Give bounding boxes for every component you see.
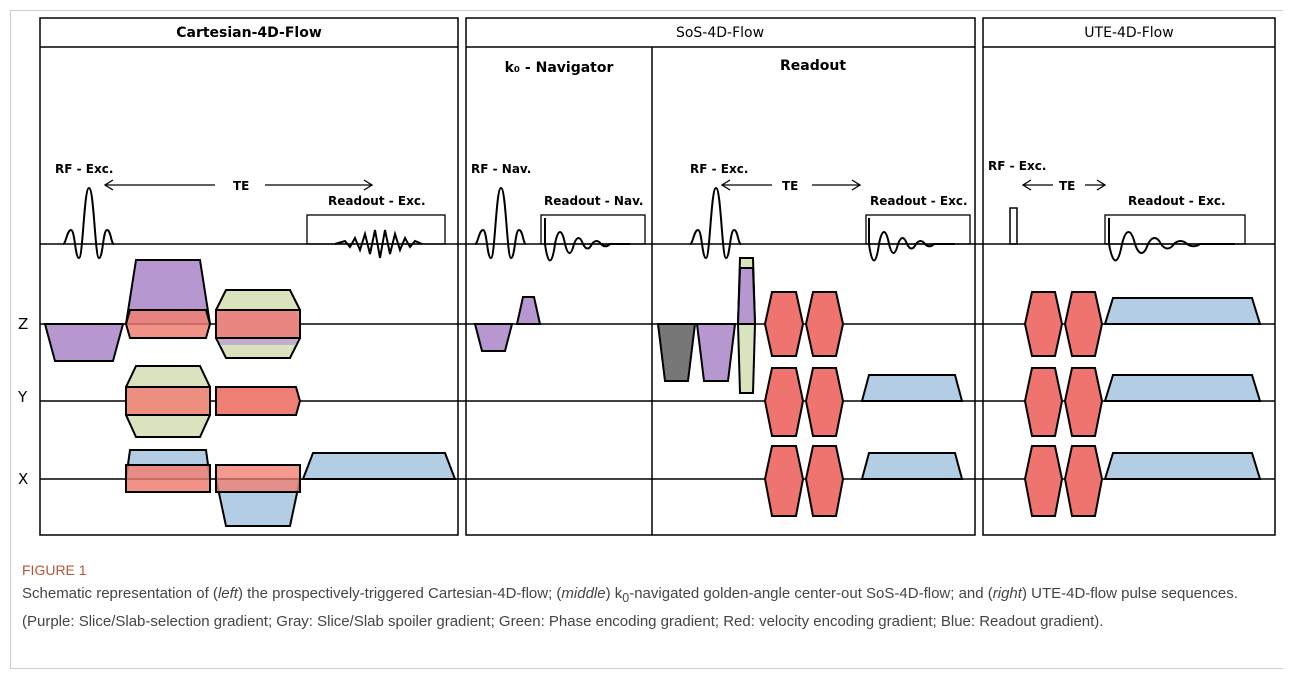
sub-title: k₀ - Navigator [505,60,614,76]
te-label: TE [233,179,249,193]
figure-label: FIGURE 1 [22,562,87,578]
readout-label: Readout - Exc. [1128,194,1226,208]
readout-label: Readout - Exc. [328,194,426,208]
panel-title: SoS-4D-Flow [676,25,764,41]
te-arrows [103,179,1107,191]
caption: FIGURE 1 Schematic representation of (le… [22,559,1272,633]
caption-part: right [992,585,1022,602]
te-label: TE [782,179,798,193]
axis-label: Z [18,315,28,333]
rf-label: RF - Exc. [988,159,1046,173]
axis-label: Y [17,388,28,406]
readout-label: Readout - Nav. [544,194,643,208]
axis-lines [40,243,1275,480]
caption-part: left [217,585,238,602]
rf-label: RF - Exc. [690,162,748,176]
panel-frames [39,17,1276,536]
caption-text: Schematic representation of (left) the p… [22,582,1272,633]
rf-label: RF - Exc. [55,162,113,176]
te-label: TE [1059,179,1075,193]
gradients [43,257,1262,527]
axis-label: X [18,470,28,488]
rf-label: RF - Nav. [471,162,531,176]
caption-part: -navigated golden-angle center-out SoS-4… [629,585,993,602]
rf-waveforms [62,186,1246,262]
sub-title: Readout [780,58,846,74]
panel-title: UTE-4D-Flow [1084,25,1173,41]
diagram: Cartesian-4D-Flow SoS-4D-Flow UTE-4D-Flo… [17,17,1276,536]
caption-part: ) UTE-4D-flow pulse sequences. (Purple: … [22,585,1238,630]
caption-part: ) the prospectively-triggered Cartesian-… [237,585,562,602]
caption-part: Schematic representation of ( [22,585,218,602]
figure-frame [10,10,1283,669]
panel-title: Cartesian-4D-Flow [176,25,322,41]
caption-part: middle [561,585,606,602]
caption-part: ) k [605,585,623,602]
caption-part: 0 [622,591,630,605]
readout-label: Readout - Exc. [870,194,968,208]
